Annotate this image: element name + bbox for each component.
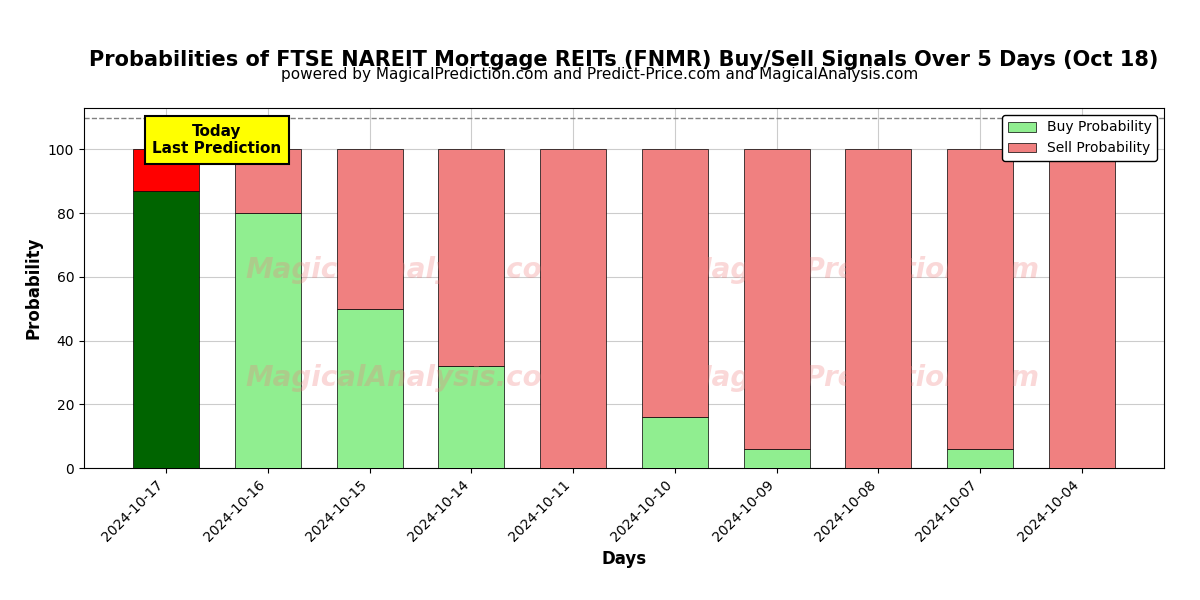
Bar <box>133 191 199 468</box>
Text: Today
Last Prediction: Today Last Prediction <box>152 124 282 157</box>
Bar <box>336 149 403 309</box>
Bar <box>540 149 606 468</box>
Bar <box>947 149 1013 449</box>
Y-axis label: Probability: Probability <box>24 237 42 339</box>
Text: MagicalAnalysis.com: MagicalAnalysis.com <box>245 364 571 392</box>
Bar <box>336 309 403 468</box>
Bar <box>744 149 810 449</box>
Title: Probabilities of FTSE NAREIT Mortgage REITs (FNMR) Buy/Sell Signals Over 5 Days : Probabilities of FTSE NAREIT Mortgage RE… <box>89 50 1159 70</box>
Bar <box>235 213 301 468</box>
Bar <box>947 449 1013 468</box>
Bar <box>744 449 810 468</box>
X-axis label: Days: Days <box>601 550 647 568</box>
Text: MagicalAnalysis.com: MagicalAnalysis.com <box>245 256 571 284</box>
Legend: Buy Probability, Sell Probability: Buy Probability, Sell Probability <box>1002 115 1157 161</box>
Bar <box>133 149 199 191</box>
Bar <box>235 149 301 213</box>
Bar <box>642 149 708 417</box>
Bar <box>845 149 912 468</box>
Bar <box>642 417 708 468</box>
Text: MagicalPrediction.com: MagicalPrediction.com <box>684 364 1039 392</box>
Bar <box>438 366 504 468</box>
Text: powered by MagicalPrediction.com and Predict-Price.com and MagicalAnalysis.com: powered by MagicalPrediction.com and Pre… <box>281 67 919 82</box>
Text: MagicalPrediction.com: MagicalPrediction.com <box>684 256 1039 284</box>
Bar <box>438 149 504 366</box>
Bar <box>1049 149 1115 468</box>
